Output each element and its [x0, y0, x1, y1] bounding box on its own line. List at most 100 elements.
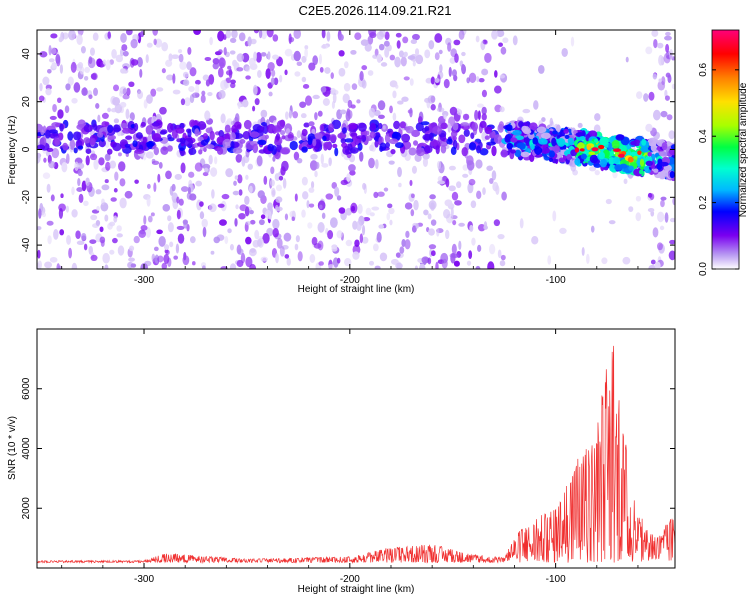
spectrogram-cell: [483, 39, 488, 45]
spectrogram-cell: [119, 101, 127, 108]
spectrogram-cell: [200, 139, 209, 146]
spectrogram-cell: [389, 219, 393, 226]
spectrogram-cell: [427, 95, 436, 104]
spectrogram-cell: [577, 142, 585, 150]
spectrogram-cell: [237, 248, 244, 255]
spectrogram-cell: [225, 168, 234, 178]
spectrogram-cell: [312, 94, 320, 100]
spectrogram-cell: [125, 30, 133, 36]
spectrogram-cell: [437, 180, 446, 185]
spectrogram-cell: [304, 45, 309, 50]
spectrogram-cell: [258, 149, 267, 154]
spectrogram-cell: [341, 127, 348, 134]
spectrogram-cell: [384, 31, 390, 41]
spectrogram-cell: [216, 147, 224, 155]
spectrogram-cell: [399, 121, 407, 129]
spectrogram-cell: [102, 252, 110, 264]
spectrogram-cell: [397, 100, 404, 105]
spectrogram-cell: [359, 233, 364, 244]
spectrogram-cell: [209, 36, 213, 46]
spectrogram-cell: [104, 214, 109, 222]
spectrogram-cell: [577, 122, 583, 128]
spectrogram-cell: [369, 122, 377, 131]
spectrogram-cell: [245, 75, 251, 80]
spectrogram-cell: [635, 195, 642, 202]
spectrogram-cell: [519, 218, 524, 229]
snr-xtick-label: -100: [546, 574, 566, 585]
spectrogram-cell: [89, 137, 96, 146]
spectrogram-cell: [332, 143, 338, 149]
spectrogram-cell: [653, 168, 659, 173]
spectrogram-cell: [205, 144, 215, 150]
spectrogram-cell: [59, 229, 65, 236]
spectrogram-cell: [552, 130, 558, 135]
spectrogram-cell: [468, 142, 477, 151]
spectrogram-cell: [51, 62, 58, 69]
spectrogram-cell: [500, 46, 507, 55]
spectrogram-cell: [77, 62, 84, 69]
spectrogram-cell: [257, 190, 265, 199]
spectrogram-cell: [477, 110, 481, 121]
spectrogram-cell: [89, 153, 98, 161]
spectrogram-cell: [350, 49, 357, 55]
spectrogram-cell: [62, 142, 69, 151]
spectrogram-cell: [39, 136, 47, 147]
spectrogram-cell: [531, 235, 539, 245]
spectrogram-cell: [447, 123, 452, 133]
spectrogram-cell: [373, 191, 379, 199]
spectrogram-cell: [254, 98, 260, 106]
spectrogram-cell: [504, 135, 511, 143]
spectrogram-cell: [278, 175, 284, 181]
spectrogram-cell: [238, 189, 243, 196]
spectrogram-cell: [229, 50, 236, 55]
spectrogram-cell: [495, 184, 500, 195]
spectrogram-cell: [213, 236, 221, 244]
spectrogram-cell: [487, 261, 495, 269]
spectrogram-cell: [477, 223, 486, 232]
spectrogram-cell: [347, 109, 353, 119]
spectrogram-cell: [167, 222, 174, 233]
spectrogram-cell: [113, 118, 120, 124]
colorbar-frame: [711, 29, 740, 270]
spectrogram-cell: [188, 85, 195, 93]
spectrogram-cell: [427, 213, 432, 220]
spectrogram-cell: [665, 31, 671, 37]
spectrogram-cell: [230, 140, 235, 149]
spectrogram-cell: [409, 78, 414, 86]
spectrogram-cell: [318, 261, 324, 266]
spectrogram-cell: [540, 147, 551, 154]
spectrogram-cell: [483, 221, 488, 230]
spectrogram-cell: [664, 95, 670, 101]
spectrogram-cell: [116, 225, 122, 232]
spectrogram-cell: [372, 54, 379, 59]
spectrogram-cell: [468, 250, 473, 260]
spectrogram-cell: [365, 207, 372, 216]
spectrogram-cell: [476, 76, 480, 83]
spectrogram-cell: [90, 73, 97, 80]
spectrogram-cell: [369, 32, 377, 39]
spectrogram-cell: [41, 212, 47, 218]
snr-line: [37, 345, 675, 565]
spectrogram-cell: [66, 234, 72, 245]
spectrogram-cell: [636, 91, 643, 99]
spectrogram-cell: [559, 227, 567, 234]
spectrogram-cell: [301, 128, 308, 137]
spectrogram-cell: [96, 205, 100, 212]
spectrogram-cell: [664, 89, 668, 98]
spectrogram-cell: [124, 143, 131, 148]
spectrogram-cell: [171, 54, 180, 60]
spectrogram-cell: [169, 241, 174, 248]
spectrogram-cell: [548, 157, 554, 163]
spectrogram-cell: [202, 226, 207, 238]
spectrogram-cell: [327, 264, 335, 269]
spectrogram-cell: [98, 157, 105, 166]
spectrogram-cell: [489, 243, 496, 255]
spectrogram-cell: [516, 142, 526, 149]
spectrogram-cell: [92, 123, 98, 131]
spectrogram-cell: [326, 31, 331, 42]
spectrogram-cell: [242, 99, 249, 108]
spectrogram-cell: [425, 77, 433, 84]
spectrogram-cell: [210, 250, 215, 255]
spectrogram-cell: [73, 82, 81, 93]
spectrogram-cell: [315, 161, 320, 170]
